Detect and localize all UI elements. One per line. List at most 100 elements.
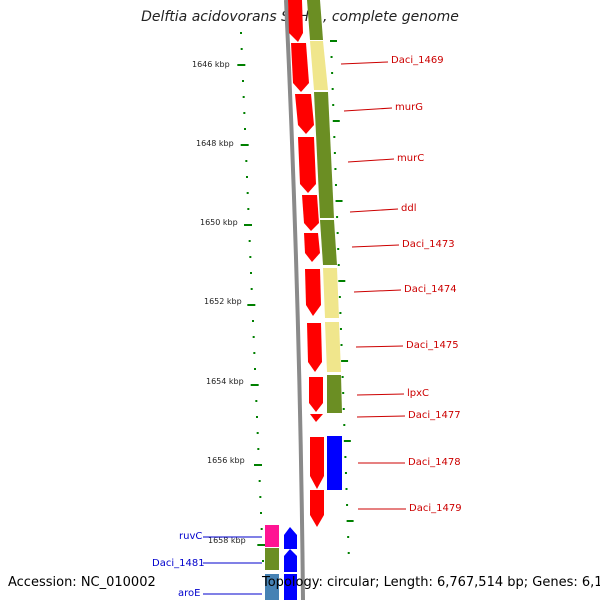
gene-red-8[interactable] bbox=[307, 323, 322, 372]
label-Daci_1481[interactable]: Daci_1481 bbox=[152, 558, 205, 569]
gene-red-6[interactable] bbox=[304, 233, 320, 262]
scale-tick bbox=[253, 352, 256, 354]
outer-gene-track bbox=[307, 0, 342, 490]
right-tick bbox=[332, 104, 335, 106]
topology-text: Topology: circular; Length: 6,767,514 bp… bbox=[262, 575, 600, 590]
right-tick bbox=[340, 344, 343, 346]
gene-pink-ruvC[interactable] bbox=[265, 525, 279, 547]
gene-red-12[interactable] bbox=[310, 490, 324, 527]
scale-label-1654: 1654 kbp bbox=[206, 377, 244, 386]
leader-Daci_1473 bbox=[351, 244, 400, 248]
leader-Daci_1475 bbox=[355, 345, 404, 348]
scale-tick bbox=[240, 144, 249, 146]
right-tick bbox=[347, 536, 350, 538]
scale-tick bbox=[262, 560, 264, 562]
left-label-group: ruvC Daci_1481 aroE bbox=[152, 531, 262, 599]
gene-olive-4[interactable] bbox=[327, 375, 342, 413]
scale-tick bbox=[237, 64, 246, 66]
gene-khaki-1[interactable] bbox=[310, 41, 328, 90]
right-tick bbox=[333, 136, 336, 138]
scale-tick bbox=[242, 80, 244, 82]
scale-label-1652: 1652 kbp bbox=[204, 297, 242, 306]
scale-tick bbox=[257, 544, 266, 546]
gene-blue-left-2[interactable] bbox=[284, 549, 297, 572]
label-aroE[interactable]: aroE bbox=[178, 588, 200, 599]
label-Daci_1479[interactable]: Daci_1479 bbox=[409, 503, 462, 514]
label-murC[interactable]: murC bbox=[397, 153, 424, 164]
gene-khaki-2[interactable] bbox=[323, 268, 339, 318]
scale-tick bbox=[245, 160, 248, 162]
gene-red-3[interactable] bbox=[295, 94, 314, 134]
gene-blue-left-3[interactable] bbox=[284, 574, 297, 600]
scale-tick bbox=[259, 496, 262, 498]
label-Daci_1473[interactable]: Daci_1473 bbox=[402, 239, 455, 250]
scale-label-1648: 1648 kbp bbox=[196, 139, 234, 148]
label-Daci_1477[interactable]: Daci_1477 bbox=[408, 410, 461, 421]
right-tick bbox=[342, 392, 345, 394]
scale-tick bbox=[256, 432, 259, 434]
scale-ticks bbox=[237, 32, 266, 562]
leader-lpxC bbox=[356, 393, 405, 396]
gene-red-7[interactable] bbox=[305, 269, 321, 316]
gene-olive-3[interactable] bbox=[320, 220, 337, 265]
gene-red-4[interactable] bbox=[298, 137, 316, 193]
gene-khaki-3[interactable] bbox=[325, 322, 341, 372]
gene-red-10[interactable] bbox=[310, 414, 323, 422]
scale-tick bbox=[244, 224, 252, 226]
leader-Daci_1469 bbox=[340, 61, 389, 65]
scale-tick bbox=[248, 240, 251, 242]
gene-red-11[interactable] bbox=[310, 437, 324, 489]
label-ddl[interactable]: ddl bbox=[401, 203, 416, 214]
right-tick bbox=[342, 408, 345, 410]
gene-olive-left[interactable] bbox=[265, 548, 279, 570]
right-tick bbox=[341, 360, 349, 362]
right-tick bbox=[339, 328, 342, 330]
gene-red-1[interactable] bbox=[288, 0, 303, 42]
right-tick bbox=[345, 488, 348, 490]
scale-tick bbox=[260, 528, 263, 530]
gene-steelblue-aroE[interactable] bbox=[265, 574, 279, 600]
right-tick bbox=[335, 200, 343, 202]
label-Daci_1475[interactable]: Daci_1475 bbox=[406, 340, 459, 351]
label-murG[interactable]: murG bbox=[395, 102, 423, 113]
scale-tick bbox=[240, 48, 243, 50]
scale-tick bbox=[250, 384, 259, 386]
scale-tick bbox=[240, 32, 242, 34]
scale-label-1656: 1656 kbp bbox=[207, 456, 245, 465]
gene-red-2[interactable] bbox=[291, 43, 309, 92]
left-gene-track bbox=[265, 525, 297, 600]
scale-tick bbox=[260, 512, 262, 514]
scale-tick bbox=[242, 96, 245, 98]
accession-text: Accession: NC_010002 bbox=[8, 575, 156, 590]
label-Daci_1478[interactable]: Daci_1478 bbox=[408, 457, 461, 468]
scale-tick bbox=[244, 128, 246, 130]
scale-tick bbox=[250, 272, 252, 274]
right-tick bbox=[331, 72, 334, 74]
label-Daci_1474[interactable]: Daci_1474 bbox=[404, 284, 457, 295]
right-label-group: Daci_1469 murG murC ddl Daci_1473 Daci_1… bbox=[340, 55, 462, 514]
right-tick bbox=[337, 248, 340, 250]
label-lpxC[interactable]: lpxC bbox=[407, 388, 429, 399]
leader-ddl bbox=[349, 208, 399, 213]
gene-red-9[interactable] bbox=[309, 377, 323, 412]
scale-tick bbox=[250, 288, 253, 290]
gene-red-5[interactable] bbox=[302, 195, 319, 231]
gene-olive-2[interactable] bbox=[314, 92, 334, 218]
leader-murG bbox=[343, 107, 393, 112]
right-tick bbox=[343, 440, 351, 442]
right-tick bbox=[339, 312, 342, 314]
gene-blue-1[interactable] bbox=[327, 436, 342, 490]
scale-tick bbox=[252, 336, 255, 338]
label-Daci_1469[interactable]: Daci_1469 bbox=[391, 55, 444, 66]
gene-blue-left-1[interactable] bbox=[284, 527, 297, 549]
right-tick bbox=[334, 168, 337, 170]
right-tick bbox=[337, 264, 340, 266]
scale-tick bbox=[247, 304, 256, 306]
label-ruvC[interactable]: ruvC bbox=[179, 531, 202, 542]
gene-olive-1[interactable] bbox=[307, 0, 323, 40]
scale-label-group: 1646 kbp 1648 kbp 1650 kbp 1652 kbp 1654… bbox=[192, 60, 246, 545]
leader-murC bbox=[347, 158, 395, 163]
right-tick bbox=[331, 88, 334, 90]
right-tick bbox=[346, 504, 349, 506]
